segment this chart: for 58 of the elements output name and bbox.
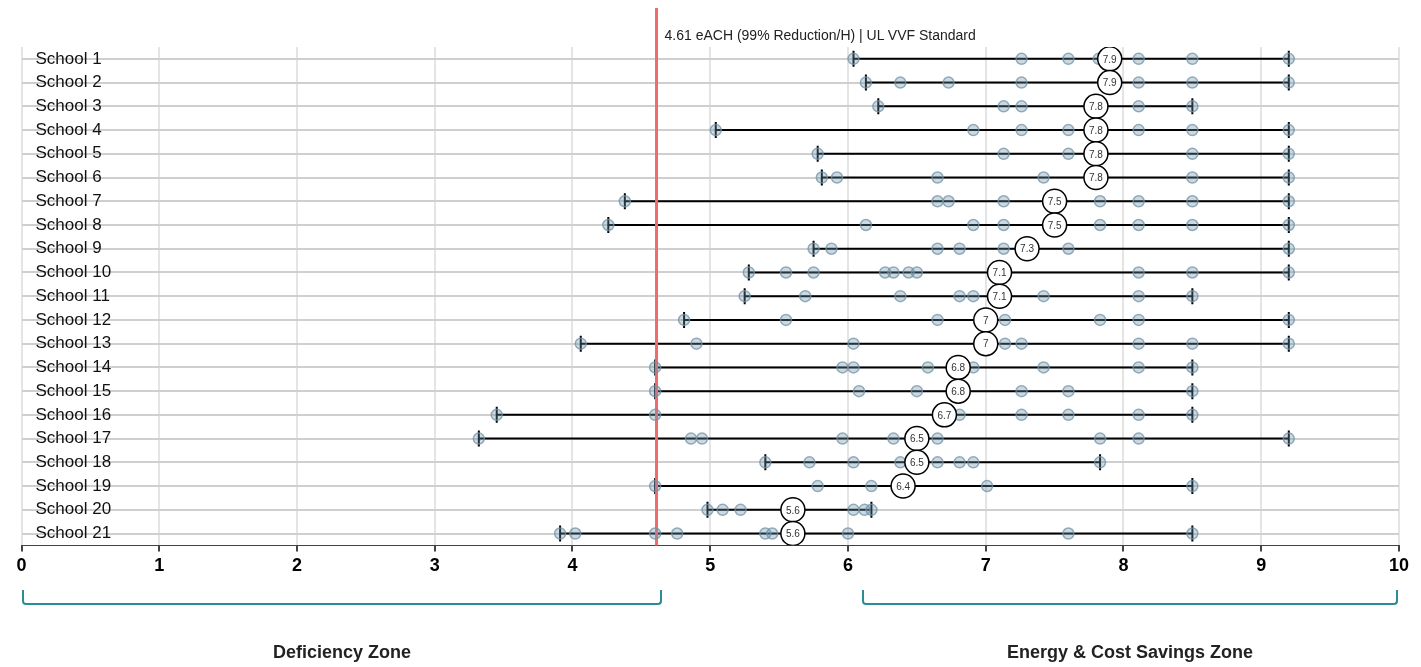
x-tick-label: 5 bbox=[705, 555, 716, 576]
y-tick-label: School 8 bbox=[35, 214, 102, 234]
text: Energy & Cost Savings Zone bbox=[1005, 642, 1255, 663]
y-tick-label: School 13 bbox=[35, 333, 112, 353]
data-label: 7 bbox=[982, 338, 989, 350]
y-tick-label: School 2 bbox=[35, 72, 102, 92]
y-tick-label: School 14 bbox=[35, 357, 112, 377]
x-tick-label: 7 bbox=[980, 555, 991, 576]
text: Deficiency Zone bbox=[271, 642, 412, 663]
data-label: 7.5 bbox=[1047, 196, 1062, 208]
data-label: 7.8 bbox=[1088, 124, 1104, 136]
y-tick-label: School 7 bbox=[35, 190, 102, 210]
data-label: 7.1 bbox=[992, 267, 1007, 279]
y-tick-label: School 9 bbox=[35, 238, 102, 258]
data-label: 5.6 bbox=[785, 528, 801, 540]
x-tick-label: 6 bbox=[842, 555, 853, 576]
data-label: 7.1 bbox=[992, 290, 1007, 302]
data-label: 7.8 bbox=[1088, 172, 1104, 184]
data-label: 7.8 bbox=[1088, 148, 1104, 160]
x-tick-label: 1 bbox=[154, 555, 165, 576]
data-label: 7.9 bbox=[1102, 77, 1118, 89]
point bbox=[972, 330, 999, 357]
y-tick-label: School 20 bbox=[35, 499, 112, 519]
data-label: 7.8 bbox=[1088, 101, 1104, 113]
data-label: 6.5 bbox=[909, 457, 925, 469]
data-label: 7.5 bbox=[1047, 219, 1062, 231]
data-label: 6.8 bbox=[951, 362, 966, 374]
y-tick-label: School 12 bbox=[35, 309, 112, 329]
data-label: 7.9 bbox=[1102, 53, 1118, 65]
x-tick-label: 10 bbox=[1388, 555, 1409, 576]
y-tick-label: School 15 bbox=[35, 380, 112, 400]
y-tick-label: School 11 bbox=[35, 285, 110, 305]
data-label: 6.7 bbox=[937, 409, 952, 421]
x-tick-label: 3 bbox=[429, 555, 440, 576]
x-tick-label: 0 bbox=[16, 555, 27, 576]
x-tick-label: 9 bbox=[1256, 555, 1267, 576]
y-tick-label: School 21 bbox=[35, 523, 112, 543]
ref-line-label: 4.61 eACH (99% Reduction/H) | UL VVF Standard bbox=[664, 26, 976, 43]
data-label: 6.8 bbox=[951, 385, 966, 397]
data-label: 6.5 bbox=[909, 433, 925, 445]
y-tick-label: School 1 bbox=[35, 48, 102, 68]
x-tick-label: 2 bbox=[291, 555, 303, 576]
y-tick-label: School 10 bbox=[35, 262, 112, 282]
y-tick-label: School 3 bbox=[35, 96, 102, 116]
y-tick-label: School 4 bbox=[35, 119, 102, 139]
y-tick-label: School 18 bbox=[35, 452, 112, 472]
y-tick-label: School 19 bbox=[35, 475, 112, 495]
y-tick-label: School 16 bbox=[35, 404, 112, 424]
data-label: 6.4 bbox=[896, 480, 911, 492]
x-tick-label: 8 bbox=[1118, 555, 1129, 576]
data-label: 7.3 bbox=[1020, 243, 1035, 255]
data-label: 7 bbox=[982, 314, 989, 326]
y-tick-label: School 17 bbox=[35, 428, 112, 448]
data-label: 5.6 bbox=[785, 504, 801, 516]
point bbox=[972, 307, 999, 333]
x-tick-label: 4 bbox=[567, 555, 578, 576]
y-tick-label: School 5 bbox=[35, 143, 102, 163]
y-tick-label: School 6 bbox=[35, 167, 102, 187]
